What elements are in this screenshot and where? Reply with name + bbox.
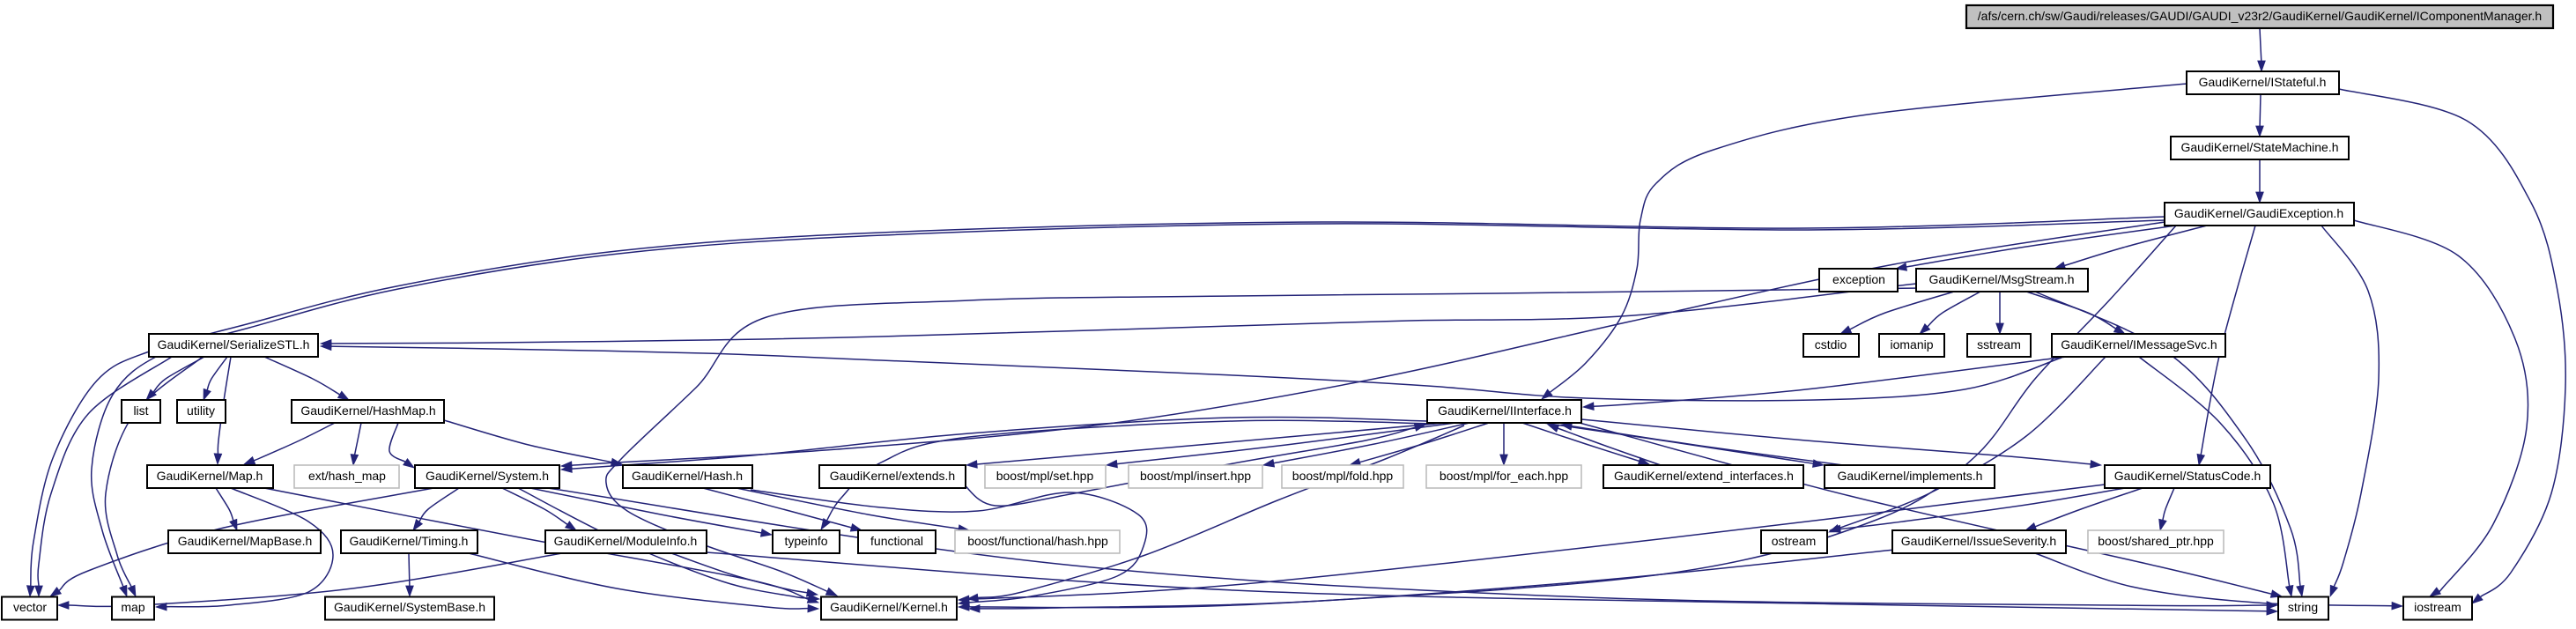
- svg-text:GaudiKernel/MapBase.h: GaudiKernel/MapBase.h: [178, 534, 313, 548]
- svg-text:GaudiKernel/IInterface.h: GaudiKernel/IInterface.h: [1438, 403, 1572, 418]
- svg-text:boost/functional/hash.hpp: boost/functional/hash.hpp: [967, 534, 1108, 548]
- svg-text:utility: utility: [187, 403, 215, 418]
- svg-text:GaudiKernel/ModuleInfo.h: GaudiKernel/ModuleInfo.h: [554, 534, 698, 548]
- svg-text:GaudiKernel/StatusCode.h: GaudiKernel/StatusCode.h: [2114, 469, 2261, 483]
- svg-text:list: list: [133, 403, 148, 418]
- svg-text:GaudiKernel/System.h: GaudiKernel/System.h: [426, 469, 549, 483]
- svg-text:functional: functional: [870, 534, 923, 548]
- svg-text:GaudiKernel/MsgStream.h: GaudiKernel/MsgStream.h: [1929, 272, 2075, 286]
- svg-text:boost/mpl/set.hpp: boost/mpl/set.hpp: [996, 469, 1094, 483]
- svg-text:vector: vector: [13, 600, 47, 614]
- svg-text:GaudiKernel/HashMap.h: GaudiKernel/HashMap.h: [300, 403, 435, 418]
- svg-text:boost/shared_ptr.hpp: boost/shared_ptr.hpp: [2098, 534, 2214, 548]
- svg-text:GaudiKernel/extend_interfaces.: GaudiKernel/extend_interfaces.h: [1614, 469, 1794, 483]
- svg-text:GaudiKernel/implements.h: GaudiKernel/implements.h: [1838, 469, 1983, 483]
- svg-text:GaudiKernel/GaudiException.h: GaudiKernel/GaudiException.h: [2174, 206, 2343, 220]
- svg-text:iostream: iostream: [2414, 600, 2461, 614]
- svg-text:GaudiKernel/SystemBase.h: GaudiKernel/SystemBase.h: [334, 600, 485, 614]
- svg-text:GaudiKernel/Map.h: GaudiKernel/Map.h: [157, 469, 263, 483]
- svg-text:boost/mpl/insert.hpp: boost/mpl/insert.hpp: [1140, 469, 1251, 483]
- svg-text:iomanip: iomanip: [1890, 337, 1933, 352]
- svg-text:boost/mpl/for_each.hpp: boost/mpl/for_each.hpp: [1440, 469, 1569, 483]
- svg-text:sstream: sstream: [1977, 337, 2021, 352]
- svg-text:GaudiKernel/Timing.h: GaudiKernel/Timing.h: [350, 534, 469, 548]
- svg-text:map: map: [121, 600, 144, 614]
- svg-text:cstdio: cstdio: [1815, 337, 1847, 352]
- svg-text:ostream: ostream: [1772, 534, 1817, 548]
- svg-text:GaudiKernel/SerializeSTL.h: GaudiKernel/SerializeSTL.h: [158, 337, 310, 352]
- svg-text:GaudiKernel/Kernel.h: GaudiKernel/Kernel.h: [830, 600, 948, 614]
- svg-text:exception: exception: [1832, 272, 1885, 286]
- svg-text:GaudiKernel/IMessageSvc.h: GaudiKernel/IMessageSvc.h: [2061, 337, 2217, 352]
- svg-text:string: string: [2288, 600, 2318, 614]
- svg-text:GaudiKernel/StateMachine.h: GaudiKernel/StateMachine.h: [2181, 140, 2339, 154]
- svg-text:boost/mpl/fold.hpp: boost/mpl/fold.hpp: [1292, 469, 1394, 483]
- svg-text:/afs/cern.ch/sw/Gaudi/releases: /afs/cern.ch/sw/Gaudi/releases/GAUDI/GAU…: [1978, 9, 2542, 23]
- svg-text:GaudiKernel/IssueSeverity.h: GaudiKernel/IssueSeverity.h: [1901, 534, 2056, 548]
- svg-text:GaudiKernel/Hash.h: GaudiKernel/Hash.h: [632, 469, 743, 483]
- svg-text:GaudiKernel/IStateful.h: GaudiKernel/IStateful.h: [2199, 75, 2327, 89]
- svg-text:ext/hash_map: ext/hash_map: [308, 469, 386, 483]
- svg-text:typeinfo: typeinfo: [784, 534, 827, 548]
- svg-text:GaudiKernel/extends.h: GaudiKernel/extends.h: [830, 469, 955, 483]
